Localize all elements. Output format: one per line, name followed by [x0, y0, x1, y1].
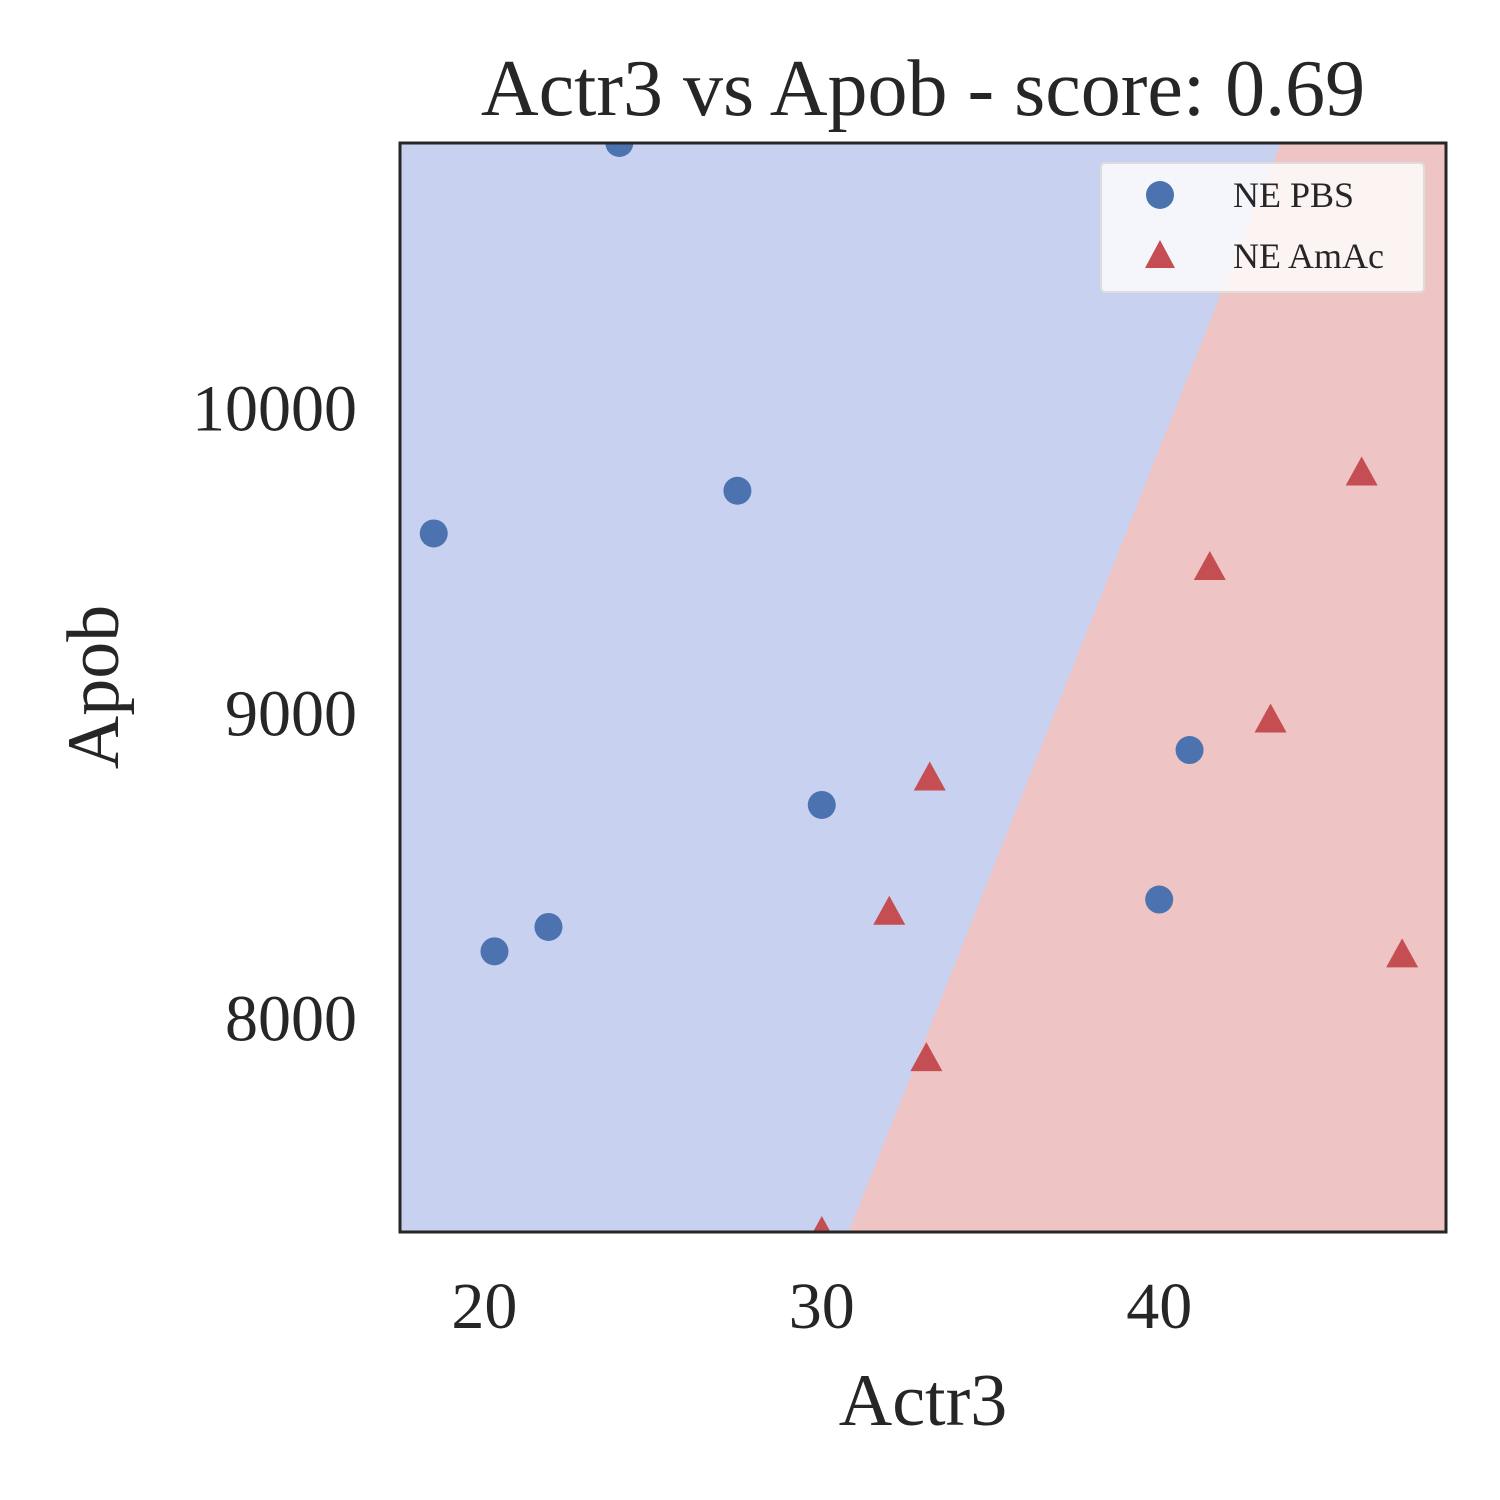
legend-marker-ne-amac — [1145, 240, 1175, 268]
ne-pbs-point-3 — [605, 143, 634, 157]
ne-amac-point-5 — [1254, 703, 1287, 733]
x-tick-label-40: 40 — [1126, 1270, 1192, 1343]
ne-pbs-point-4 — [723, 476, 752, 505]
legend-label-ne-pbs: NE PBS — [1233, 175, 1354, 215]
region-ne-amac — [848, 143, 1446, 1232]
points-layer — [419, 143, 1419, 1232]
ne-pbs-point-2 — [534, 912, 563, 941]
ne-amac-point-4 — [1193, 551, 1226, 581]
legend: NE PBS NE AmAc — [1100, 162, 1425, 293]
y-tick-label-8000: 8000 — [225, 982, 357, 1055]
y-axis-label: Apob — [53, 605, 135, 769]
y-tick-label-9000: 9000 — [225, 677, 357, 750]
x-axis-label: Actr3 — [839, 1360, 1008, 1442]
legend-box — [1100, 162, 1425, 293]
x-tick-labels: 20 30 40 — [451, 1270, 1192, 1343]
ne-amac-point-2 — [910, 1042, 943, 1072]
ne-amac-point-0 — [812, 1216, 831, 1232]
legend-marker-ne-pbs — [1146, 181, 1174, 209]
ne-pbs-point-5 — [807, 790, 836, 819]
ne-amac-point-3 — [913, 761, 946, 791]
chart-title: Actr3 vs Apob - score: 0.69 — [481, 45, 1365, 133]
ne-amac-point-7 — [1386, 938, 1419, 968]
x-tick-label-30: 30 — [789, 1270, 855, 1343]
y-tick-label-10000: 10000 — [192, 372, 357, 445]
ne-pbs-point-1 — [480, 937, 509, 966]
ne-pbs-point-7 — [1175, 736, 1204, 765]
y-tick-labels: 8000 9000 10000 — [192, 372, 357, 1055]
ne-amac-point-6 — [1345, 456, 1378, 486]
legend-label-ne-amac: NE AmAc — [1233, 236, 1384, 276]
plot-area — [400, 143, 1446, 1232]
ne-pbs-point-6 — [1145, 885, 1174, 914]
plot-frame — [398, 141, 1448, 1234]
ne-pbs-point-0 — [419, 519, 448, 548]
x-tick-label-20: 20 — [451, 1270, 517, 1343]
ne-amac-point-1 — [873, 895, 906, 925]
